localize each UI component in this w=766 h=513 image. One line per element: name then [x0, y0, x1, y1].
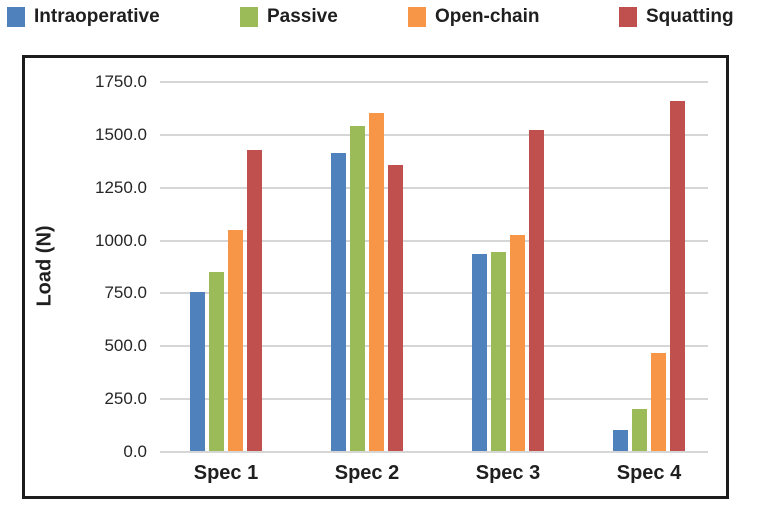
legend-swatch-open-chain — [408, 7, 426, 27]
chart-legend: Intraoperative Passive Open-chain Squatt… — [0, 0, 766, 44]
legend-swatch-passive — [240, 7, 258, 27]
x-axis-label-spec-3: Spec 3 — [475, 462, 541, 484]
x-axis-label-spec-1: Spec 1 — [193, 462, 259, 484]
gridline-0 — [160, 451, 708, 453]
bar-passive-spec-4 — [632, 409, 647, 451]
y-tick-label-1750: 1750.0 — [95, 72, 147, 91]
gridline-1250 — [160, 187, 708, 189]
gridline-1500 — [160, 134, 708, 136]
bar-passive-spec-1 — [209, 272, 224, 451]
bar-intraoperative-spec-3 — [472, 254, 487, 451]
y-tick-label-500: 500.0 — [104, 336, 147, 355]
gridline-1000 — [160, 240, 708, 242]
bar-intraoperative-spec-4 — [613, 430, 628, 451]
legend-item-open-chain: Open-chain — [408, 6, 540, 28]
bar-open-chain-spec-3 — [510, 235, 525, 451]
y-tick-label-1500: 1500.0 — [95, 125, 147, 144]
bar-intraoperative-spec-2 — [331, 153, 346, 451]
bar-squatting-spec-3 — [529, 130, 544, 451]
bar-open-chain-spec-4 — [651, 353, 666, 451]
plot-area: 1750.0 1500.0 1250.0 1000.0 750.0 500.0 250.0 0… — [25, 58, 726, 496]
bar-squatting-spec-2 — [388, 165, 403, 451]
legend-label: Open-chain — [435, 6, 540, 27]
bar-squatting-spec-1 — [247, 150, 262, 451]
y-tick-label-250: 250.0 — [104, 389, 147, 408]
bar-chart: Load (N) 1750.0 1500.0 1250.0 1000.0 750.0 50… — [22, 55, 729, 499]
legend-item-intraoperative: Intraoperative — [7, 6, 160, 28]
legend-item-passive: Passive — [240, 6, 338, 28]
bar-open-chain-spec-1 — [228, 230, 243, 451]
x-axis-label-spec-4: Spec 4 — [616, 462, 682, 484]
gridline-500 — [160, 345, 708, 347]
x-axis-label-spec-2: Spec 2 — [334, 462, 400, 484]
y-tick-label-1000: 1000.0 — [95, 231, 147, 250]
legend-label: Intraoperative — [34, 6, 160, 27]
gridline-250 — [160, 398, 708, 400]
legend-swatch-squatting — [619, 7, 637, 27]
legend-item-squatting: Squatting — [619, 6, 734, 28]
y-tick-label-750: 750.0 — [104, 283, 147, 302]
bar-passive-spec-2 — [350, 126, 365, 451]
gridline-1750 — [160, 81, 708, 83]
bar-passive-spec-3 — [491, 252, 506, 451]
legend-label: Passive — [267, 6, 338, 27]
bar-intraoperative-spec-1 — [190, 292, 205, 451]
y-tick-label-0: 0.0 — [123, 442, 147, 461]
legend-swatch-intraoperative — [7, 7, 25, 27]
bar-squatting-spec-4 — [670, 101, 685, 451]
legend-label: Squatting — [646, 6, 734, 27]
bar-open-chain-spec-2 — [369, 113, 384, 451]
y-tick-label-1250: 1250.0 — [95, 178, 147, 197]
gridline-750 — [160, 292, 708, 294]
